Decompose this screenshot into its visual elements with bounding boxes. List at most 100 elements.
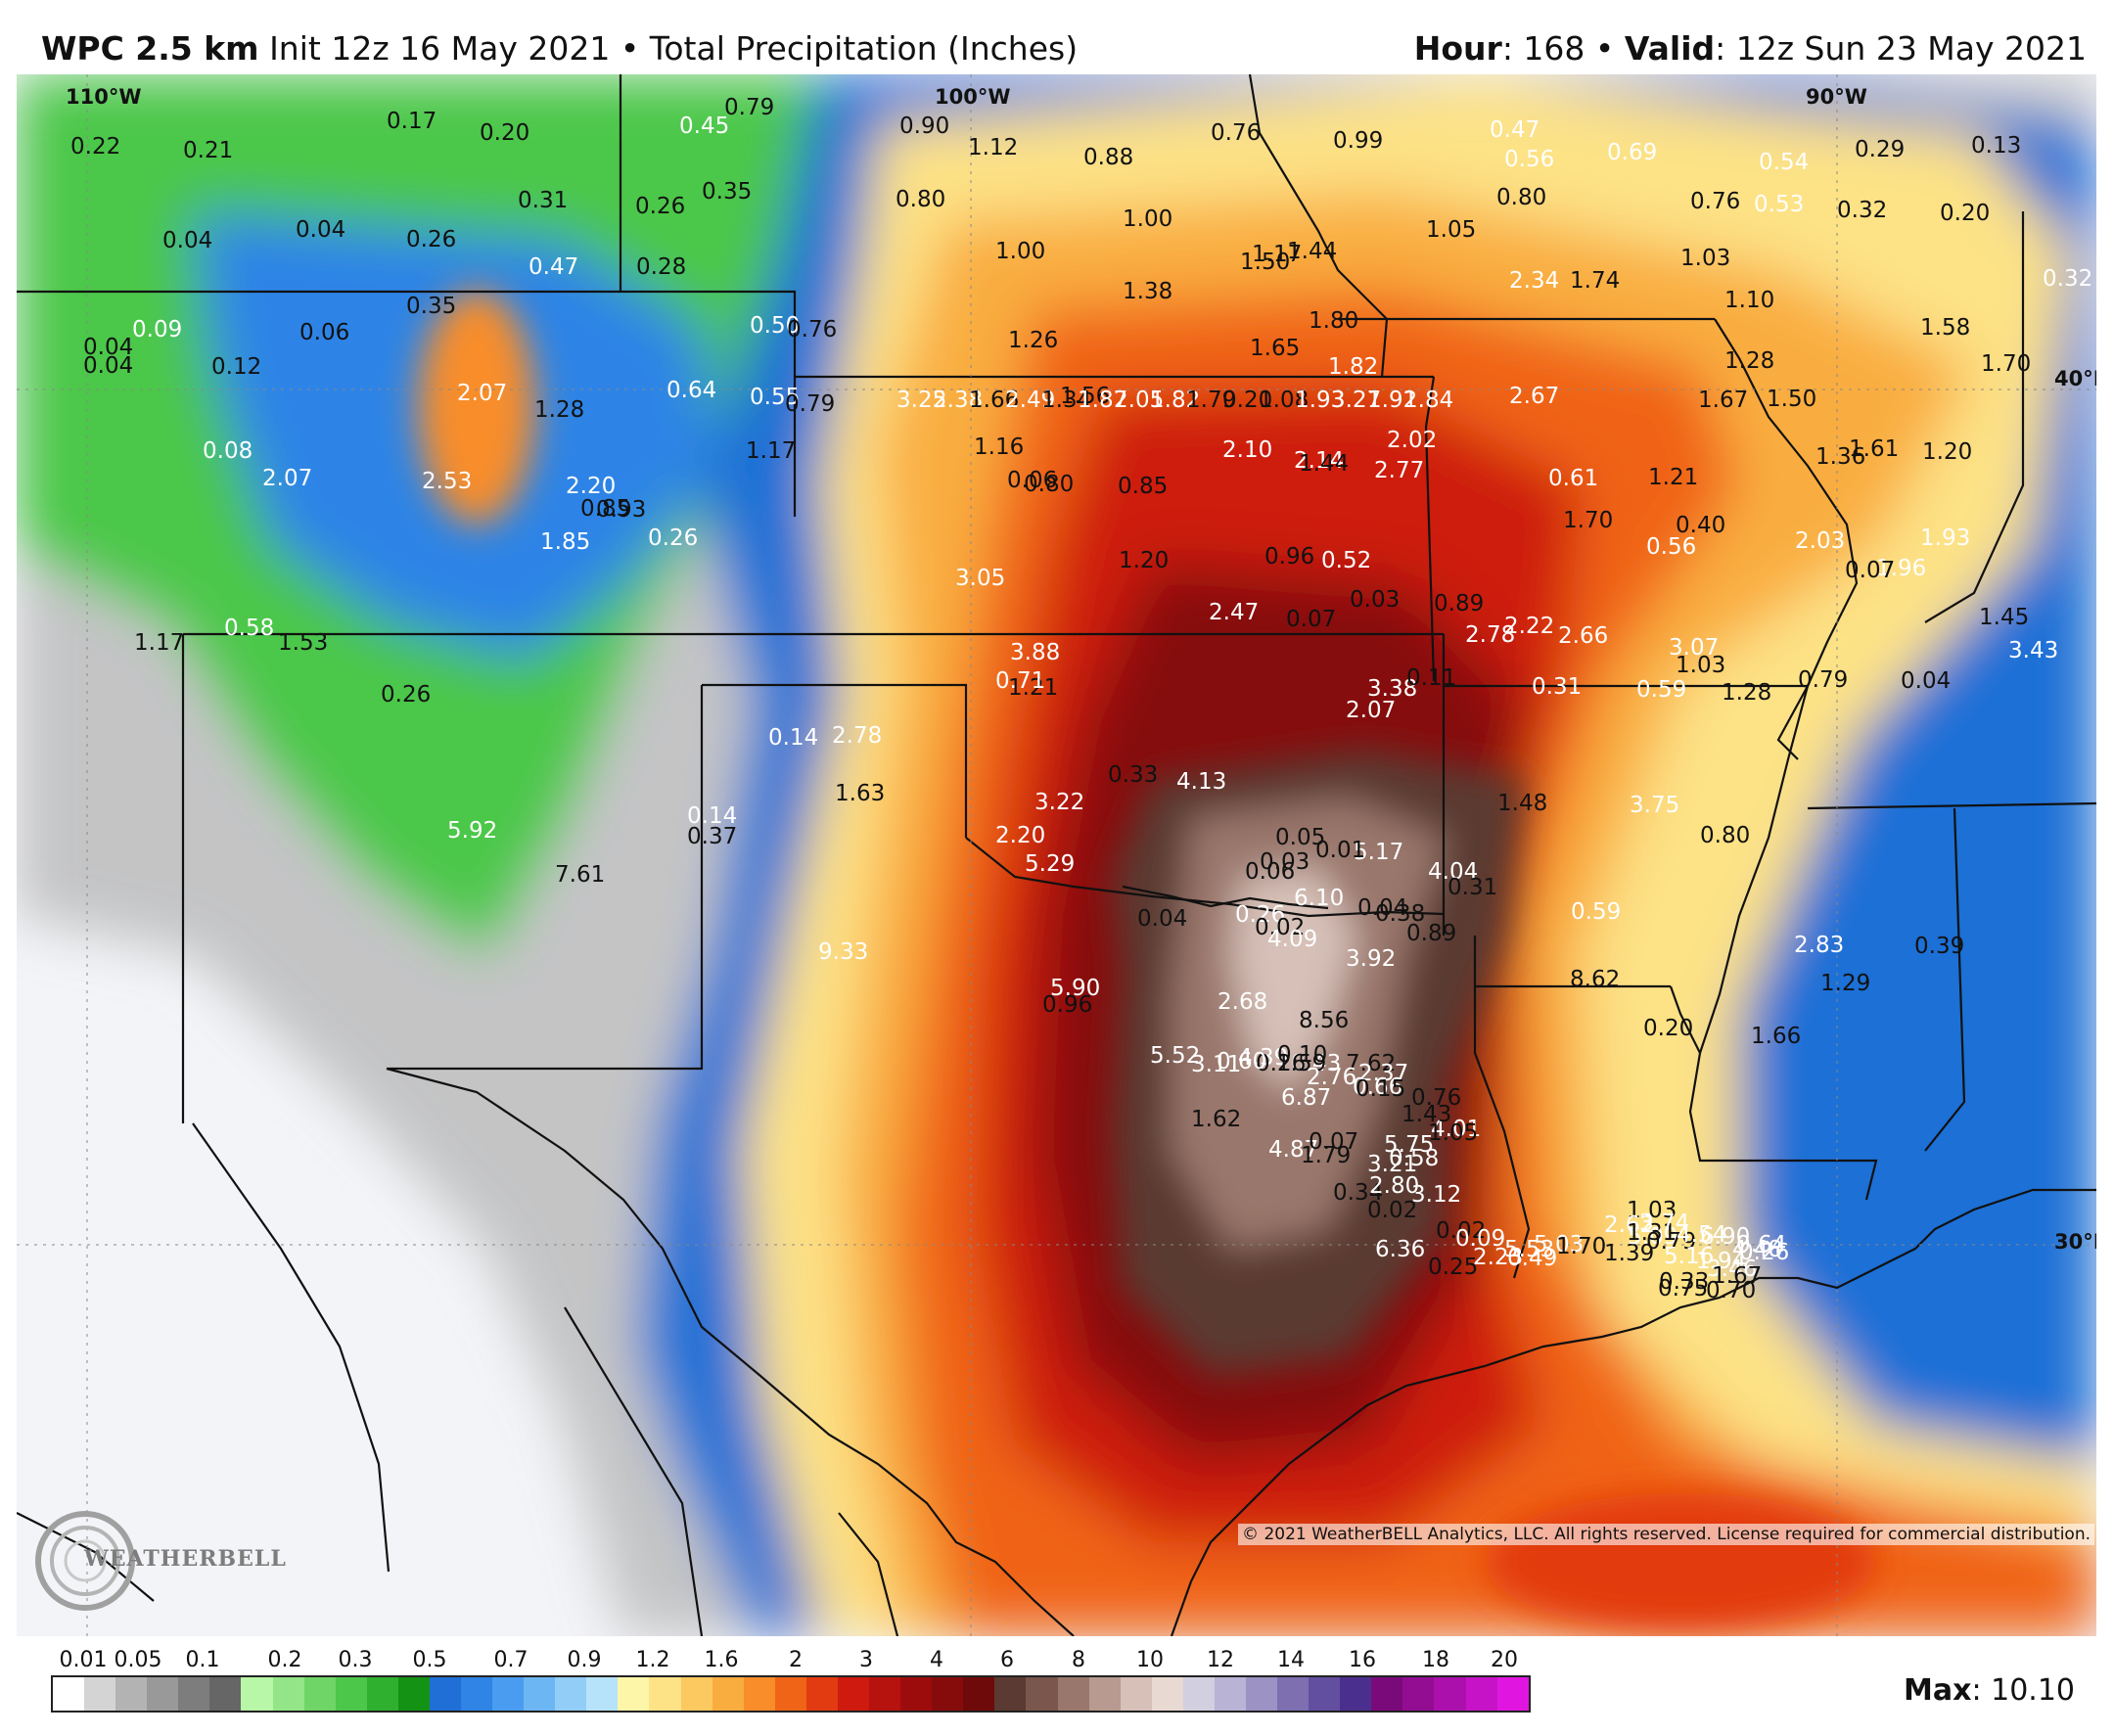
precip-value: 1.93 xyxy=(1920,525,1970,551)
precip-value: 2.14 xyxy=(1294,448,1344,474)
legend-swatch xyxy=(1088,1677,1121,1711)
precip-value: 3.75 xyxy=(1630,793,1679,818)
precip-value: 0.04 xyxy=(1901,668,1951,694)
precip-value: 0.90 xyxy=(899,114,949,139)
precip-value: 2.77 xyxy=(1374,458,1424,483)
precip-value: 0.85 xyxy=(1118,474,1168,499)
precip-value: 0.59 xyxy=(1636,677,1686,703)
precip-value: 0.33 xyxy=(1659,1269,1709,1295)
legend-swatch xyxy=(837,1677,870,1711)
legend-tick-label: 12 xyxy=(1207,1648,1234,1672)
precip-value: 6.10 xyxy=(1294,886,1344,911)
precip-value: 0.31 xyxy=(518,188,568,213)
precip-value: 0.31 xyxy=(1448,875,1497,900)
precip-value: 1.28 xyxy=(1724,348,1774,374)
precip-value: 0.75 xyxy=(1658,1276,1708,1302)
precip-value: 0.05 xyxy=(1275,825,1325,850)
precip-value: 0.58 xyxy=(224,616,274,641)
precip-value: 1.20 xyxy=(1119,548,1169,573)
precip-value: 9.33 xyxy=(818,939,868,965)
copyright-notice: © 2021 WeatherBELL Analytics, LLC. All r… xyxy=(1238,1524,2094,1545)
precip-value: 0.20 xyxy=(1222,388,1272,413)
graticule-label: 110°W xyxy=(66,85,142,109)
precip-value: 0.04 xyxy=(83,353,133,379)
model-name: WPC 2.5 km xyxy=(41,29,259,68)
precip-value: 1.50 xyxy=(1240,250,1290,275)
precip-value: 8.56 xyxy=(1299,1008,1349,1033)
precip-value: 1.31 xyxy=(1627,1220,1677,1246)
precip-value: 4.39 xyxy=(1238,1045,1288,1071)
max-readout: Max: 10.10 xyxy=(1904,1673,2075,1708)
legend-tick-label: 0.9 xyxy=(567,1648,602,1672)
precip-value: 1.79 xyxy=(1301,1143,1351,1168)
precip-value: 1.84 xyxy=(1403,388,1453,413)
precip-value: 2.03 xyxy=(1795,528,1845,554)
precip-value: 0.06 xyxy=(1245,859,1295,885)
precip-value: 1.61 xyxy=(1849,436,1899,462)
precip-value: 0.20 xyxy=(480,120,529,146)
legend-tick-label: 2 xyxy=(789,1648,803,1672)
precip-value: 0.96 xyxy=(1042,992,1092,1018)
legend-swatch xyxy=(272,1677,304,1711)
precip-value: 1.80 xyxy=(1309,308,1358,334)
precip-value: 1.67 xyxy=(1712,1263,1762,1289)
precip-value: 1.44 xyxy=(1299,451,1349,477)
precip-value: 0.76 xyxy=(1211,120,1261,146)
precip-value: 0.07 xyxy=(1286,607,1336,632)
precip-value: 1.50 xyxy=(1767,387,1816,412)
precip-value: 6.90 xyxy=(1700,1224,1750,1250)
precip-value: 1.21 xyxy=(1648,465,1698,490)
precip-value: 1.70 xyxy=(1556,1234,1606,1259)
precip-value: 0.10 xyxy=(1277,1042,1327,1068)
legend-tick-label: 0.1 xyxy=(185,1648,220,1672)
graticule-label: 30°N xyxy=(2054,1230,2096,1254)
precip-value: 1.00 xyxy=(1123,206,1172,232)
precip-value: 0.70 xyxy=(1706,1278,1756,1303)
graticule xyxy=(17,74,2096,1636)
precip-value: 1.05 xyxy=(1428,1120,1478,1146)
gulf-coast xyxy=(1170,1188,2096,1636)
precip-value: 0.26 xyxy=(648,525,698,551)
precip-value: 0.02 xyxy=(1255,915,1305,940)
legend-swatch xyxy=(1057,1677,1089,1711)
precip-value: 0.64 xyxy=(1736,1232,1786,1257)
precip-value: 0.45 xyxy=(679,114,729,139)
legend-tick-label: 0.2 xyxy=(267,1648,302,1672)
border-wy-co xyxy=(17,290,797,517)
field-name: Total Precipitation (Inches) xyxy=(649,29,1079,68)
legend-swatch xyxy=(1245,1677,1278,1711)
precip-value: 1.74 xyxy=(1570,268,1620,294)
precip-value: 2.07 xyxy=(457,381,507,406)
precip-value: 1.70 xyxy=(1563,508,1613,533)
precip-value: 1.17 xyxy=(746,438,796,464)
precip-value: 2.07 xyxy=(262,466,312,491)
precip-value: 0.89 xyxy=(1406,921,1456,946)
precip-value: 1.53 xyxy=(278,630,328,656)
border-ms-al xyxy=(1924,807,1966,1152)
header-left: WPC 2.5 km Init 12z 16 May 2021 • Total … xyxy=(41,22,1078,76)
precip-value: 0.39 xyxy=(1914,934,1964,959)
precip-value: 2.66 xyxy=(1558,623,1608,649)
precip-value: 1.82 xyxy=(1328,354,1378,380)
legend-tick-label: 18 xyxy=(1422,1648,1449,1672)
legend-swatch xyxy=(1214,1677,1246,1711)
max-value: 10.10 xyxy=(1991,1673,2075,1708)
precip-value: 0.80 xyxy=(896,187,945,212)
precip-value: 0.85 xyxy=(580,496,630,522)
precip-value: 0.59 xyxy=(1571,899,1621,925)
color-legend: 0.01 0.05 0.1 0.2 0.3 0.5 0.7 0.9 1.2 1.6 2 3 4 6 8 10 1… xyxy=(17,1636,2096,1736)
precip-value: 1.43 xyxy=(1402,1102,1451,1127)
precip-value: 0.80 xyxy=(1700,823,1750,848)
precip-value: 5.52 xyxy=(1150,1043,1200,1069)
precip-value: 0.80 xyxy=(1024,472,1074,497)
precip-value: 2.05 xyxy=(1114,388,1164,413)
precip-value: 2.83 xyxy=(1794,933,1844,958)
precip-value: 1.93 xyxy=(1295,388,1345,413)
legend-swatch xyxy=(1277,1677,1310,1711)
precip-value: 2.10 xyxy=(1222,437,1272,463)
border-mississippi xyxy=(1698,318,1859,1054)
precip-value: 1.17 xyxy=(1252,242,1302,267)
precip-value: 6.87 xyxy=(1281,1085,1331,1111)
legend-swatch xyxy=(1465,1677,1497,1711)
precip-value: 3.38 xyxy=(1367,676,1417,702)
